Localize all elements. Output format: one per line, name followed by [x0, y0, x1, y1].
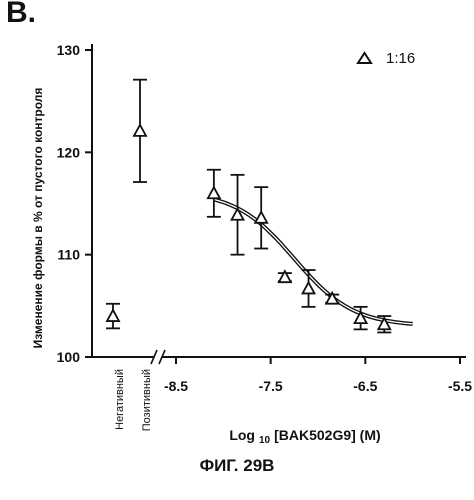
fit-curve-inner — [214, 199, 413, 324]
x-axis-label: Log 10[BAK502G9] (M) — [229, 427, 380, 446]
legend-label: 1:16 — [386, 50, 415, 67]
data-point-triangle — [208, 187, 220, 198]
control-category-label: Позитивный — [141, 369, 153, 431]
fit-curve — [214, 199, 413, 324]
axes — [92, 44, 466, 364]
x-axis-label-prefix: Log — [229, 427, 255, 443]
y-axis-ticks: 100 110 120 130 — [57, 42, 92, 365]
x-tick-label: -5.5 — [448, 378, 472, 394]
y-tick-label: 130 — [57, 42, 81, 58]
y-tick-label: 100 — [57, 349, 81, 365]
x-axis-label-rest: [BAK502G9] (M) — [274, 427, 381, 443]
figure-caption: ФИГ. 29B — [0, 456, 474, 476]
x-tick-label: -8.5 — [164, 378, 188, 394]
data-point-triangle — [303, 282, 315, 293]
legend-marker-triangle — [358, 53, 371, 63]
x-axis-ticks: -8.5 -7.5 -6.5 -5.5 Негативный Позитивный — [114, 357, 472, 431]
x-tick-label: -7.5 — [259, 378, 283, 394]
control-category-label: Негативный — [114, 369, 126, 430]
legend: 1:16 — [358, 50, 415, 67]
control-point-triangle — [107, 310, 119, 321]
x-axis-label-subscript: 10 — [259, 435, 271, 446]
fit-curve-outline — [214, 199, 413, 324]
data-point-triangle — [255, 212, 267, 223]
x-tick-label: -6.5 — [353, 378, 377, 394]
data-marks — [106, 80, 391, 333]
y-axis-label: Изменение формы в % от пустого контроля — [31, 88, 45, 349]
control-point-triangle — [134, 125, 146, 136]
y-tick-label: 120 — [57, 144, 81, 160]
y-tick-label: 110 — [57, 247, 80, 263]
